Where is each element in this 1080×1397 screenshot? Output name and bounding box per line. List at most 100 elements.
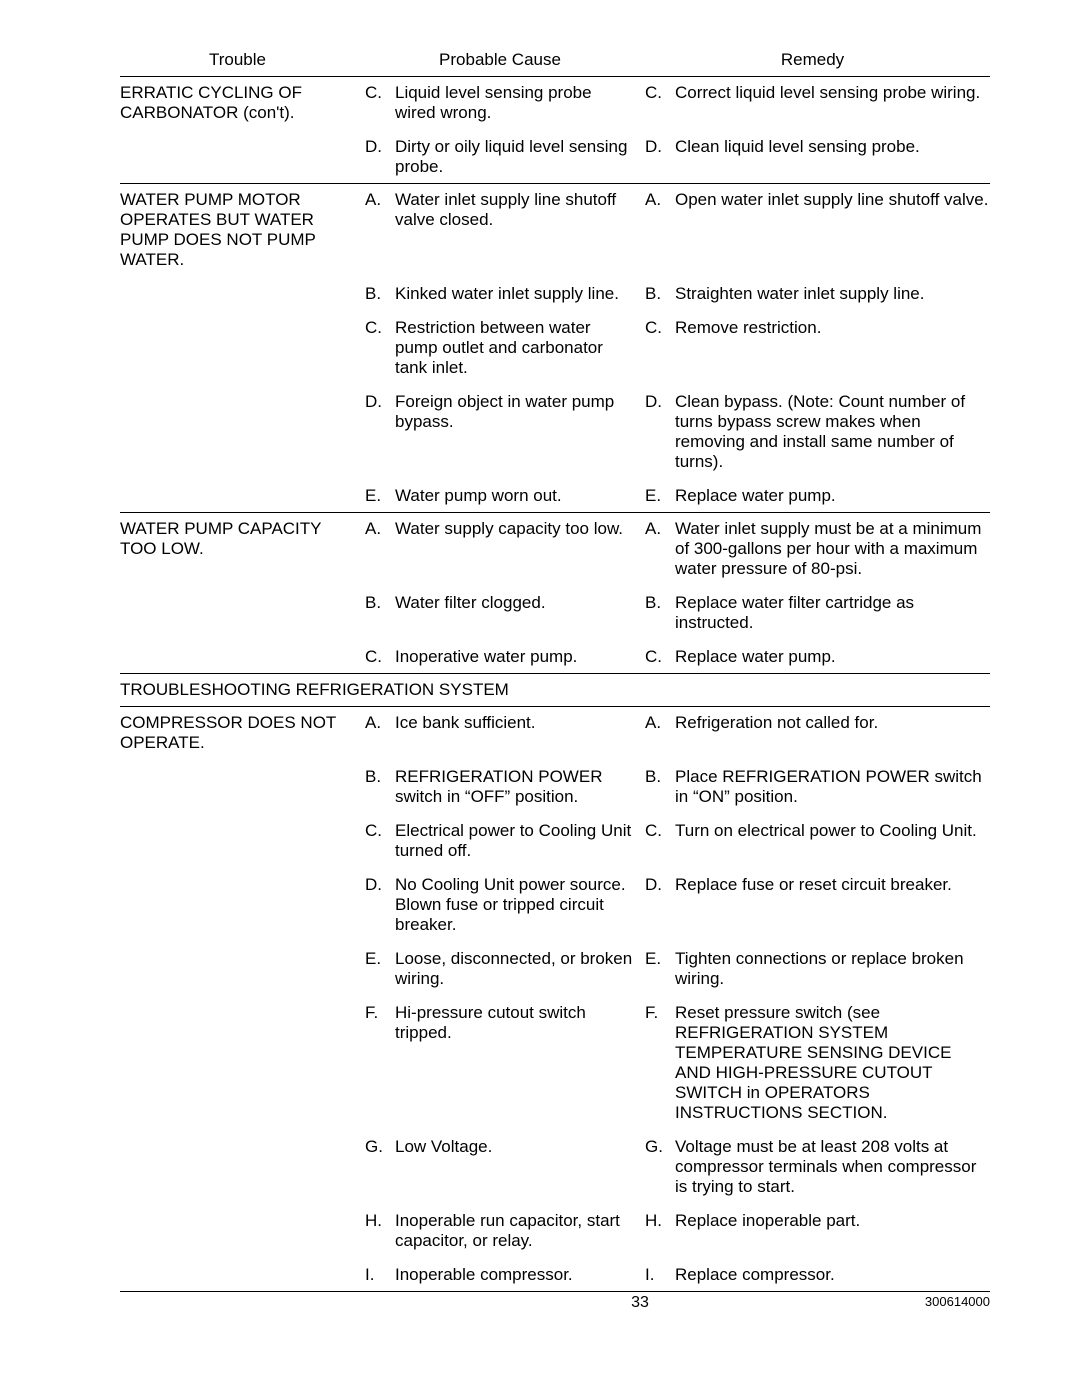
remedy-letter: I.	[645, 1265, 675, 1285]
cause-letter: C.	[365, 821, 395, 841]
cause-text: Hi-pressure cutout switch tripped.	[395, 1003, 645, 1043]
table-header: Trouble Probable Cause Remedy	[120, 50, 990, 77]
cause-letter: A.	[365, 519, 395, 539]
sections-container-2: COMPRESSOR DOES NOT OPERATE.A.Ice bank s…	[120, 707, 990, 1292]
trouble-cell: ERRATIC CYCLING OF CARBONATOR (con't).	[120, 83, 365, 123]
trouble-section: ERRATIC CYCLING OF CARBONATOR (con't).C.…	[120, 77, 990, 184]
cause-letter: B.	[365, 593, 395, 613]
header-cause: Probable Cause	[365, 50, 635, 70]
remedy-letter: D.	[645, 137, 675, 157]
cause-text: Liquid level sensing probe wired wrong.	[395, 83, 645, 123]
page-number: 33	[355, 1294, 925, 1312]
cause-text: Ice bank sufficient.	[395, 713, 645, 733]
cause-text: Foreign object in water pump bypass.	[395, 392, 645, 432]
cause-letter: F.	[365, 1003, 395, 1023]
remedy-letter: D.	[645, 392, 675, 412]
trouble-cell: COMPRESSOR DOES NOT OPERATE.	[120, 713, 365, 753]
table-row: B.REFRIGERATION POWER switch in “OFF” po…	[120, 759, 990, 813]
cause-text: Inoperative water pump.	[395, 647, 645, 667]
remedy-letter: G.	[645, 1137, 675, 1157]
table-row: C.Restriction between water pump outlet …	[120, 310, 990, 384]
header-remedy: Remedy	[635, 50, 990, 70]
remedy-text: Place REFRIGERATION POWER switch in “ON”…	[675, 767, 990, 807]
remedy-letter: E.	[645, 486, 675, 506]
cause-text: Restriction between water pump outlet an…	[395, 318, 645, 378]
remedy-letter: C.	[645, 647, 675, 667]
cause-letter: B.	[365, 767, 395, 787]
remedy-letter: D.	[645, 875, 675, 895]
cause-text: Water inlet supply line shutoff valve cl…	[395, 190, 645, 230]
cause-letter: C.	[365, 647, 395, 667]
cause-letter: E.	[365, 486, 395, 506]
cause-letter: D.	[365, 392, 395, 412]
table-row: G.Low Voltage.G.Voltage must be at least…	[120, 1129, 990, 1203]
remedy-text: Refrigeration not called for.	[675, 713, 990, 733]
remedy-text: Replace water pump.	[675, 486, 990, 506]
table-row: D.Dirty or oily liquid level sensing pro…	[120, 129, 990, 183]
remedy-letter: F.	[645, 1003, 675, 1023]
table-row: D.No Cooling Unit power source. Blown fu…	[120, 867, 990, 941]
cause-text: REFRIGERATION POWER switch in “OFF” posi…	[395, 767, 645, 807]
remedy-letter: H.	[645, 1211, 675, 1231]
table-row: ERRATIC CYCLING OF CARBONATOR (con't).C.…	[120, 77, 990, 129]
table-row: COMPRESSOR DOES NOT OPERATE.A.Ice bank s…	[120, 707, 990, 759]
remedy-text: Replace compressor.	[675, 1265, 990, 1285]
table-row: F.Hi-pressure cutout switch tripped.F.Re…	[120, 995, 990, 1129]
table-row: B.Kinked water inlet supply line.B.Strai…	[120, 276, 990, 310]
cause-text: Low Voltage.	[395, 1137, 645, 1157]
remedy-text: Remove restriction.	[675, 318, 990, 338]
remedy-text: Tighten connections or replace broken wi…	[675, 949, 990, 989]
trouble-section: WATER PUMP CAPACITY TOO LOW.A.Water supp…	[120, 513, 990, 674]
cause-text: Inoperable compressor.	[395, 1265, 645, 1285]
remedy-letter: A.	[645, 190, 675, 210]
trouble-cell: WATER PUMP CAPACITY TOO LOW.	[120, 519, 365, 559]
doc-number: 300614000	[925, 1294, 990, 1312]
cause-text: Loose, disconnected, or broken wiring.	[395, 949, 645, 989]
remedy-text: Clean liquid level sensing probe.	[675, 137, 990, 157]
remedy-text: Replace water pump.	[675, 647, 990, 667]
remedy-text: Straighten water inlet supply line.	[675, 284, 990, 304]
page: Trouble Probable Cause Remedy ERRATIC CY…	[0, 0, 1080, 1342]
cause-letter: D.	[365, 137, 395, 157]
remedy-text: Water inlet supply must be at a minimum …	[675, 519, 990, 579]
remedy-text: Voltage must be at least 208 volts at co…	[675, 1137, 990, 1197]
cause-letter: D.	[365, 875, 395, 895]
remedy-letter: B.	[645, 593, 675, 613]
remedy-letter: C.	[645, 83, 675, 103]
remedy-letter: B.	[645, 284, 675, 304]
cause-letter: C.	[365, 318, 395, 338]
cause-text: Water supply capacity too low.	[395, 519, 645, 539]
remedy-text: Clean bypass. (Note: Count number of tur…	[675, 392, 990, 472]
remedy-letter: C.	[645, 821, 675, 841]
remedy-text: Replace water filter cartridge as instru…	[675, 593, 990, 633]
table-row: C.Inoperative water pump.C.Replace water…	[120, 639, 990, 673]
remedy-letter: C.	[645, 318, 675, 338]
trouble-cell: WATER PUMP MOTOR OPERATES BUT WATER PUMP…	[120, 190, 365, 270]
table-row: E.Loose, disconnected, or broken wiring.…	[120, 941, 990, 995]
table-row: E.Water pump worn out.E.Replace water pu…	[120, 478, 990, 512]
cause-text: Electrical power to Cooling Unit turned …	[395, 821, 645, 861]
section-heading: TROUBLESHOOTING REFRIGERATION SYSTEM	[120, 674, 990, 707]
cause-letter: C.	[365, 83, 395, 103]
cause-letter: A.	[365, 713, 395, 733]
remedy-letter: B.	[645, 767, 675, 787]
cause-letter: E.	[365, 949, 395, 969]
cause-text: Inoperable run capacitor, start capacito…	[395, 1211, 645, 1251]
trouble-section: COMPRESSOR DOES NOT OPERATE.A.Ice bank s…	[120, 707, 990, 1292]
table-row: H. Inoperable run capacitor, start capac…	[120, 1203, 990, 1257]
remedy-text: Replace fuse or reset circuit breaker.	[675, 875, 990, 895]
cause-text: Kinked water inlet supply line.	[395, 284, 645, 304]
remedy-text: Replace inoperable part.	[675, 1211, 990, 1231]
remedy-text: Open water inlet supply line shutoff val…	[675, 190, 990, 210]
sections-container-1: ERRATIC CYCLING OF CARBONATOR (con't).C.…	[120, 77, 990, 674]
cause-text: Dirty or oily liquid level sensing probe…	[395, 137, 645, 177]
table-row: WATER PUMP MOTOR OPERATES BUT WATER PUMP…	[120, 184, 990, 276]
remedy-text: Reset pressure switch (see REFRIGERATION…	[675, 1003, 990, 1123]
table-row: D.Foreign object in water pump bypass.D.…	[120, 384, 990, 478]
table-row: I.Inoperable compressor.I.Replace compre…	[120, 1257, 990, 1291]
table-row: B.Water filter clogged.B.Replace water f…	[120, 585, 990, 639]
table-row: C.Electrical power to Cooling Unit turne…	[120, 813, 990, 867]
cause-text: Water pump worn out.	[395, 486, 645, 506]
table-row: WATER PUMP CAPACITY TOO LOW.A.Water supp…	[120, 513, 990, 585]
remedy-letter: A.	[645, 519, 675, 539]
